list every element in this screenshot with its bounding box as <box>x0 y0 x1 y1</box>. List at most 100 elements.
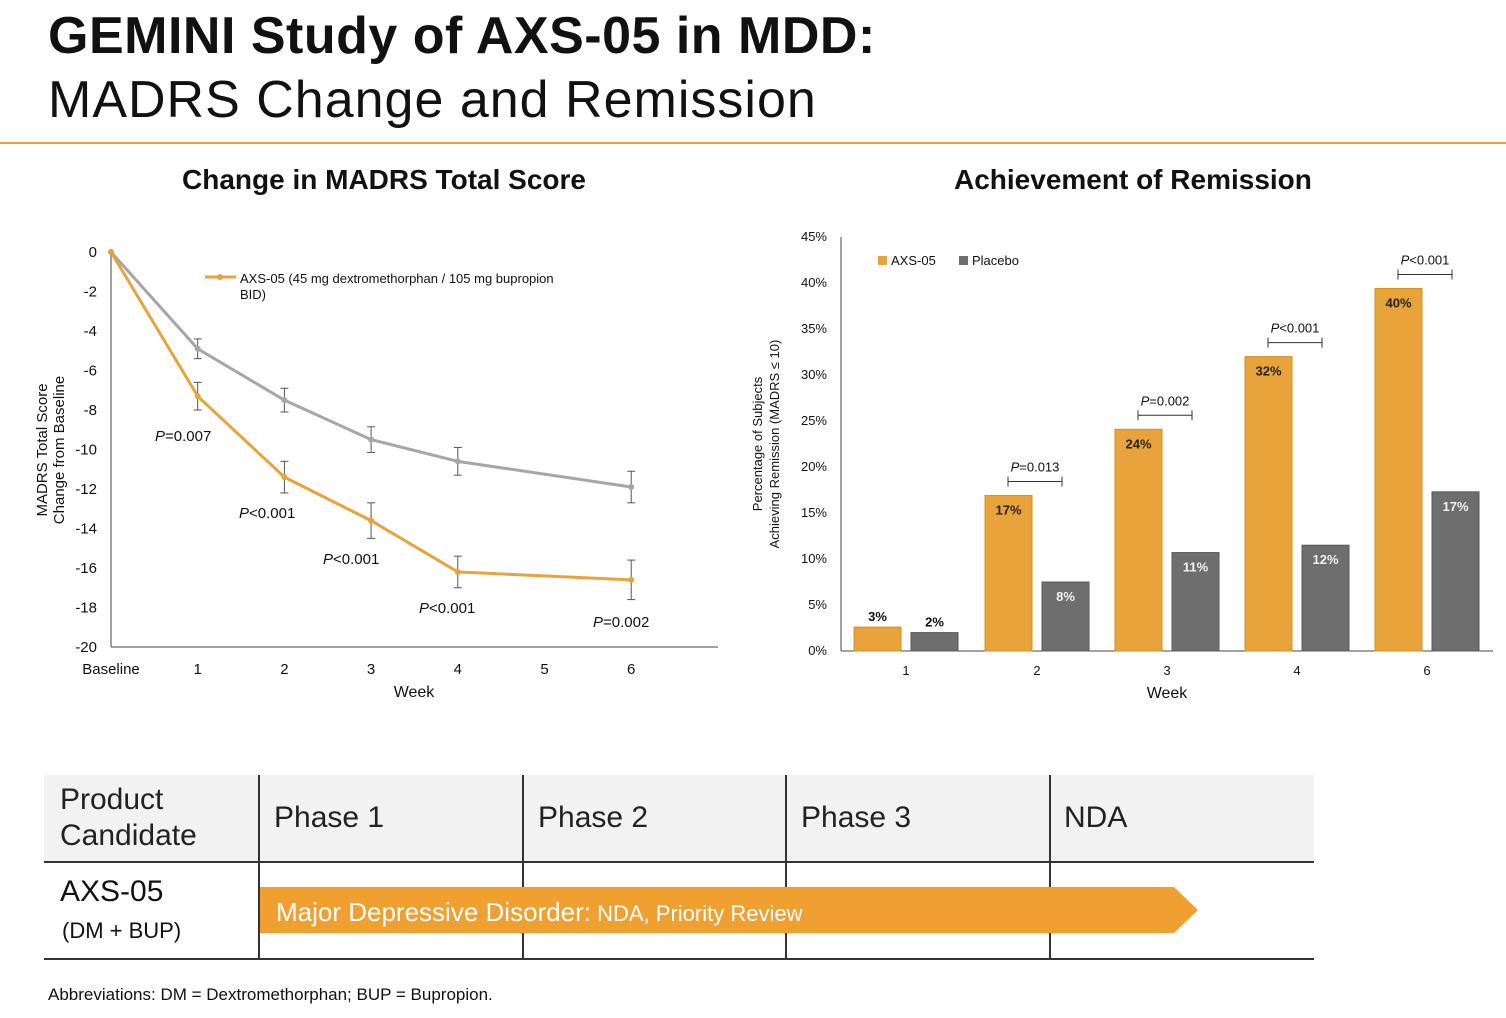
axs05-bar <box>1244 356 1293 652</box>
indication-status: NDA, Priority Review <box>590 901 803 926</box>
legend-swatch-axs05 <box>878 256 887 265</box>
legend-marker <box>217 274 223 280</box>
placebo-point <box>454 458 461 465</box>
legend-label: AXS-05 (45 mg dextromethorphan / 105 mg … <box>240 271 554 286</box>
placebo-point <box>281 397 288 404</box>
x-tick-label: 6 <box>627 661 635 678</box>
x-axis-title: Week <box>394 684 436 701</box>
y-tick-label: -18 <box>75 600 97 617</box>
p-value-label: P<0.001 <box>1271 321 1320 336</box>
placebo-bar <box>1301 544 1350 652</box>
placebo-bar <box>910 632 959 652</box>
x-tick-label: 1 <box>194 661 202 678</box>
line-chart-title: Change in MADRS Total Score <box>182 164 586 195</box>
legend-label: Placebo <box>972 253 1019 268</box>
y-tick-label: -16 <box>75 560 97 577</box>
p-value-label: P<0.001 <box>323 551 379 568</box>
p-value-label: P<0.001 <box>239 505 295 522</box>
axs05-bar <box>1114 428 1163 652</box>
y-tick-label: 25% <box>801 413 827 428</box>
y-tick-label: -12 <box>75 481 97 498</box>
y-tick-label: 30% <box>801 367 827 382</box>
footnote: Abbreviations: DM = Dextromethorphan; BU… <box>48 985 493 1004</box>
placebo-point <box>194 345 201 352</box>
placebo-bar <box>1041 581 1090 652</box>
progress-arrow <box>260 887 1198 933</box>
header-phase-2: Phase 2 <box>538 801 649 834</box>
y-axis-title: Percentage of Subjects <box>750 376 765 511</box>
axs05-line <box>109 251 632 582</box>
p-value-label: P=0.002 <box>1141 393 1190 408</box>
product-name: AXS-05 <box>60 875 164 908</box>
column-divider <box>258 775 260 960</box>
x-tick-label: 4 <box>1293 663 1300 678</box>
legend-label: AXS-05 <box>891 253 936 268</box>
bar-data-label: 17% <box>1442 499 1468 514</box>
y-tick-label: 35% <box>801 321 827 336</box>
header-product-candidate: Product Candidate <box>60 783 197 852</box>
placebo-bar <box>1171 552 1220 652</box>
p-value-label: P=0.013 <box>1011 460 1060 475</box>
pipeline-table: Product Candidate Phase 1 Phase 2 Phase … <box>44 775 1314 960</box>
placebo-point <box>628 484 635 491</box>
y-tick-label: 45% <box>801 229 827 244</box>
indication-label: Major Depressive Disorder: NDA, Priority… <box>276 897 802 928</box>
header-nda: NDA <box>1064 801 1128 834</box>
axs05-point <box>454 568 461 575</box>
placebo-line <box>109 250 632 489</box>
y-tick-label: -6 <box>84 363 97 380</box>
x-tick-label: 4 <box>454 661 462 678</box>
y-tick-label: -10 <box>75 442 97 459</box>
y-tick-label: 5% <box>808 597 827 612</box>
bar-chart-title: Achievement of Remission <box>954 164 1312 195</box>
placebo-point <box>368 436 375 443</box>
y-tick-label: 40% <box>801 275 827 290</box>
y-axis-title: MADRS Total Score <box>34 383 51 516</box>
bar-data-label: 8% <box>1056 589 1075 604</box>
y-axis-title: Achieving Remission (MADRS ≤ 10) <box>767 340 782 549</box>
axs05-bar <box>984 495 1033 652</box>
x-tick-label: 3 <box>1163 663 1170 678</box>
column-divider <box>785 775 787 960</box>
y-tick-label: -14 <box>75 521 97 538</box>
x-tick-label: Baseline <box>82 661 140 678</box>
x-tick-label: 2 <box>1033 663 1040 678</box>
bar-data-label: 32% <box>1255 364 1281 379</box>
y-tick-label: 10% <box>801 551 827 566</box>
x-axis-title: Week <box>1147 685 1189 702</box>
header-phase-1: Phase 1 <box>274 801 385 834</box>
axs05-point <box>108 249 114 255</box>
y-tick-label: 0% <box>808 643 827 658</box>
slide-title-line2: MADRS Change and Remission <box>48 71 817 129</box>
axs05-point <box>628 576 635 583</box>
product-subtitle: (DM + BUP) <box>62 918 182 943</box>
axs05-bar <box>853 626 902 652</box>
y-tick-label: 15% <box>801 505 827 520</box>
table-bottom-border <box>44 958 1314 960</box>
legend-label: BID) <box>240 287 266 302</box>
axs05-point <box>281 474 288 481</box>
y-tick-label: -20 <box>75 639 97 656</box>
bar-data-label: 2% <box>925 615 944 630</box>
header-phase-3: Phase 3 <box>801 801 912 834</box>
p-value-label: P<0.001 <box>419 600 475 617</box>
x-tick-label: 5 <box>540 661 548 678</box>
y-tick-label: -4 <box>84 323 97 340</box>
x-tick-label: 1 <box>902 663 909 678</box>
p-value-label: P<0.001 <box>1401 253 1450 268</box>
y-tick-label: -2 <box>84 284 97 301</box>
bar-data-label: 40% <box>1385 296 1411 311</box>
x-tick-label: 2 <box>280 661 288 678</box>
bar-data-label: 24% <box>1125 436 1151 451</box>
p-value-label: P=0.007 <box>155 428 211 445</box>
indication-name: Major Depressive Disorder: <box>276 897 591 927</box>
p-value-label: P=0.002 <box>593 614 649 631</box>
title-divider <box>0 142 1506 144</box>
bar-data-label: 3% <box>868 609 887 624</box>
x-tick-label: 6 <box>1423 663 1430 678</box>
legend-swatch-placebo <box>959 256 968 265</box>
bar-data-label: 17% <box>995 503 1021 518</box>
bar-data-label: 12% <box>1312 552 1338 567</box>
axs05-point <box>368 517 375 524</box>
